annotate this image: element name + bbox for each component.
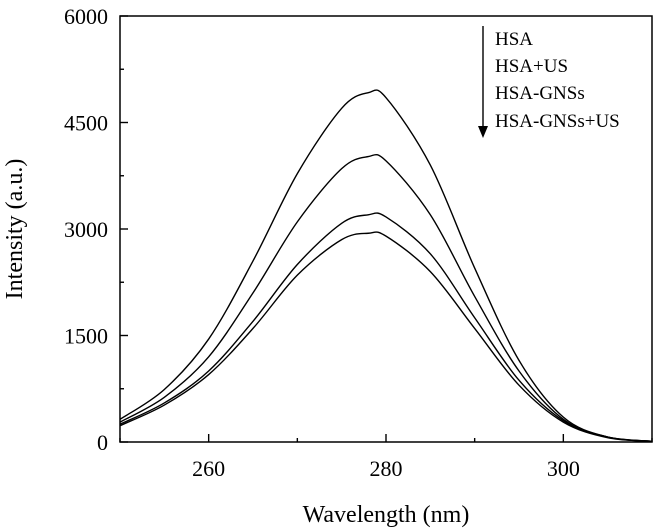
legend-entry: HSA-GNSs+US (495, 111, 620, 132)
y-tick-label: 1500 (64, 324, 108, 349)
x-axis-title: Wavelength (nm) (303, 502, 470, 528)
y-tick-label: 3000 (64, 217, 108, 242)
series-line-hsa-gnss-us (119, 231, 653, 442)
x-tick-label: 280 (370, 456, 403, 481)
legend-arrow-head (478, 126, 488, 138)
y-axis-title: Intensity (a.u.) (2, 159, 28, 300)
legend-entry: HSA-GNSs (495, 83, 585, 104)
y-tick-label: 4500 (64, 111, 108, 136)
y-tick-label: 0 (97, 430, 108, 455)
series-layer (119, 89, 653, 442)
legend-entry: HSA (495, 29, 533, 50)
x-tick-label: 260 (192, 456, 225, 481)
x-tick-label: 300 (547, 456, 580, 481)
series-line-hsa-gnss (119, 212, 653, 442)
axis-ticks (119, 15, 653, 443)
y-tick-label: 6000 (64, 4, 108, 29)
legend: HSA HSA+US HSA-GNSs HSA-GNSs+US (478, 26, 620, 138)
series-line-hsa (119, 89, 653, 442)
series-line-hsa-us (119, 153, 653, 442)
legend-entry: HSA+US (495, 56, 568, 77)
